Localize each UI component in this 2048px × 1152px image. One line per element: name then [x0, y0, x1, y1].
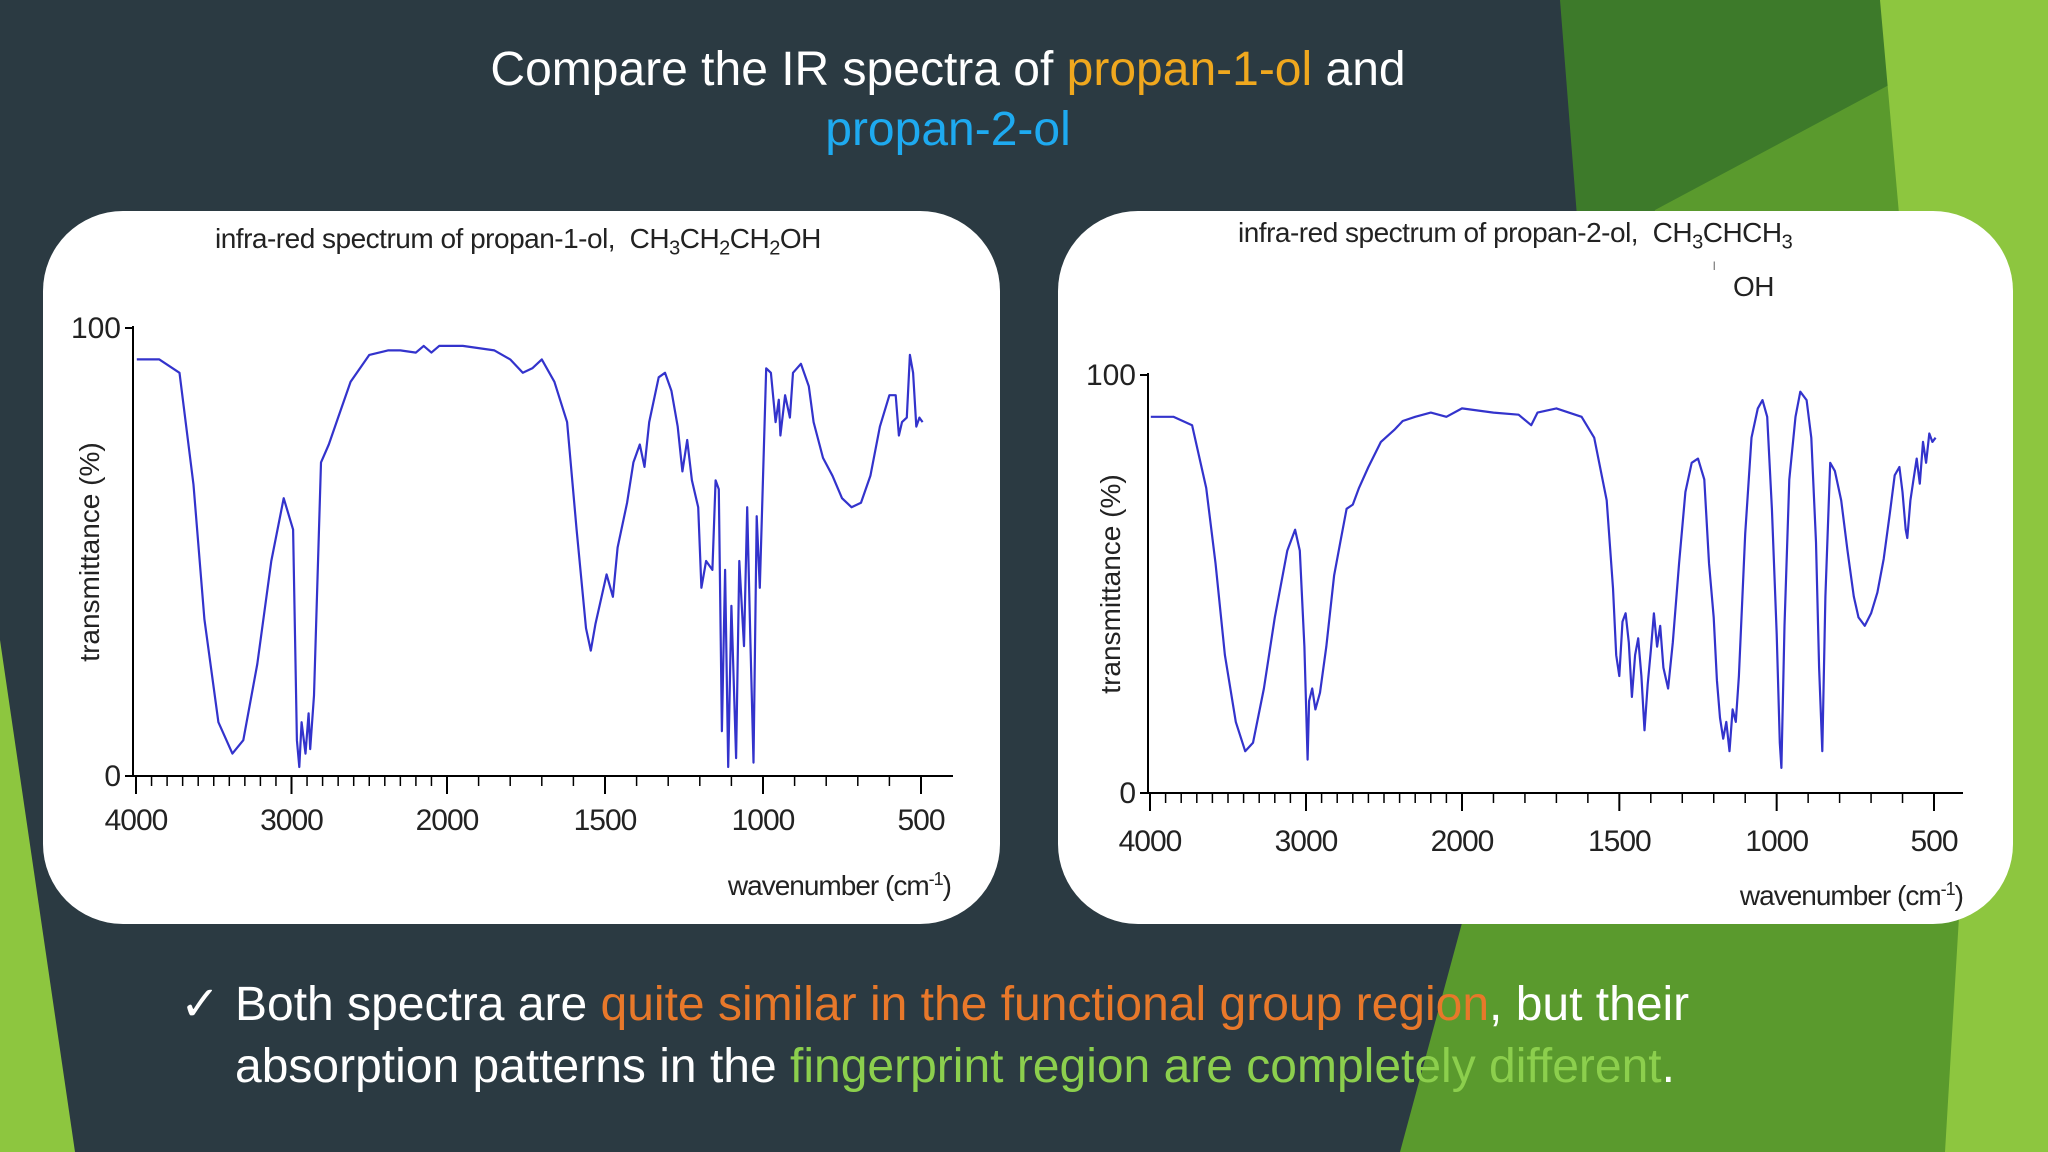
y-tick-label-0: 0 — [104, 760, 121, 793]
check-icon: ✓ — [180, 978, 221, 1031]
title-and: and — [1312, 43, 1406, 96]
chart-1-formula: CH3CH2CH2OH — [629, 223, 822, 260]
x-tick-label: 2000 — [416, 804, 479, 837]
chart-1-axes: 4000 3000 2000 1500 1000 5001000transmittance… — [71, 312, 953, 901]
spectrum-card-propan-1-ol: infra-red spectrum of propan-1-ol, CH3CH… — [43, 211, 1000, 924]
decor-left-green-shape — [0, 640, 75, 1152]
x-tick-label: 3000 — [1275, 825, 1338, 858]
x-tick-label: 1500 — [1588, 825, 1651, 858]
slide-title-line2: propan-2-ol — [0, 100, 1896, 160]
chart-1-title: infra-red spectrum of propan-1-ol, CH3CH… — [215, 223, 821, 261]
summary-text: Both spectra are quite similar in the fu… — [235, 978, 1690, 1093]
chart-2-plot: 4000 3000 2000 1500 1000 5001000transmittance… — [1086, 359, 1964, 911]
x-tick-label: 2000 — [1431, 825, 1494, 858]
x-tick-label: 1000 — [732, 804, 795, 837]
chart-2-formula-branch: OH — [1733, 271, 1775, 302]
title-molecule-2: propan-2-ol — [825, 103, 1071, 156]
title-molecule-1: propan-1-ol — [1066, 43, 1313, 96]
y-tick-label-100: 100 — [1086, 359, 1136, 392]
x-tick-label: 4000 — [1119, 825, 1182, 858]
chart-2-formula: CH3CHCH3 — [1652, 217, 1793, 254]
title-text: Compare the IR spectra of — [490, 43, 1067, 96]
y-axis-label: transmittance (%) — [1095, 474, 1126, 693]
chart-2-branch-bond: | — [1713, 260, 1715, 270]
highlight-fingerprint: fingerprint region are completely differ… — [790, 1040, 1662, 1093]
spectrum-card-propan-2-ol: infra-red spectrum of propan-2-ol, CH3CH… — [1058, 211, 2013, 924]
x-tick-label: 500 — [1910, 825, 1957, 858]
highlight-functional-group: quite similar in the functional group re… — [600, 978, 1490, 1031]
slide-title-line1: Compare the IR spectra of propan-1-ol an… — [0, 40, 1896, 100]
x-tick-label: 4000 — [105, 804, 168, 837]
chart-1-spectrum-line — [136, 344, 924, 769]
y-axis-label: transmittance (%) — [74, 442, 105, 661]
chart-1-plot: 4000 3000 2000 1500 1000 5001000transmittance… — [71, 312, 953, 901]
chart-2-title: infra-red spectrum of propan-2-ol, CH3CH… — [1238, 217, 1793, 255]
x-axis-label: wavenumber (cm-1) — [1739, 879, 1963, 911]
chart-1-title-text: infra-red spectrum of propan-1-ol, — [215, 223, 616, 254]
x-tick-label: 1500 — [574, 804, 637, 837]
x-tick-label: 500 — [897, 804, 944, 837]
chart-2-spectrum-line — [1150, 390, 1937, 770]
chart-2-axes: 4000 3000 2000 1500 1000 5001000transmittance… — [1086, 359, 1964, 911]
chart-2-title-text: infra-red spectrum of propan-2-ol, — [1238, 217, 1639, 248]
x-axis-label: wavenumber (cm-1) — [727, 869, 951, 901]
x-tick-label: 1000 — [1745, 825, 1808, 858]
y-tick-label-0: 0 — [1119, 777, 1136, 810]
x-tick-label: 3000 — [260, 804, 323, 837]
y-tick-label-100: 100 — [71, 312, 121, 345]
